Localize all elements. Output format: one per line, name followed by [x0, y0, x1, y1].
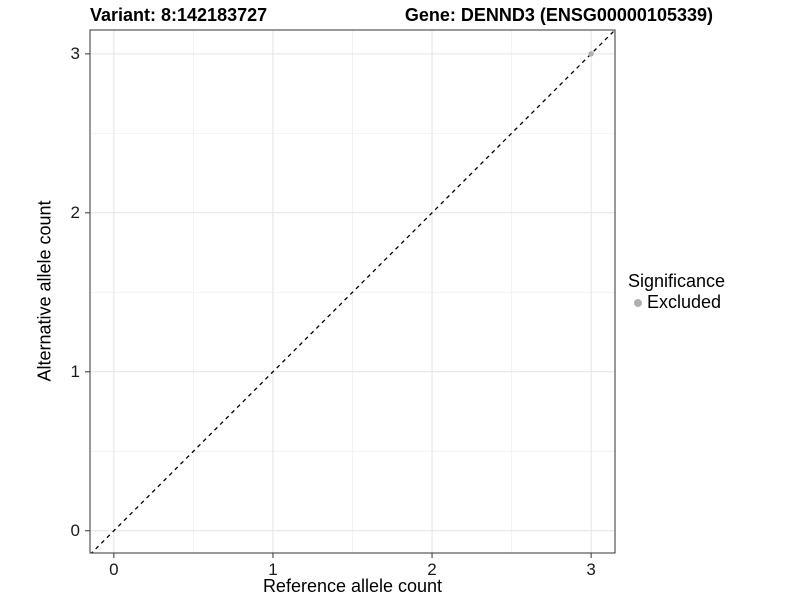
identity-reference-line [90, 30, 615, 553]
data-point-excluded [588, 51, 594, 57]
panel-border [89, 29, 616, 554]
x-tick-label: 1 [268, 560, 278, 579]
y-axis-label: Alternative allele count [34, 200, 55, 382]
legend-entry: Excluded [628, 292, 725, 313]
gene-title: Gene: DENND3 (ENSG00000105339) [404, 5, 713, 25]
legend-point-icon [634, 298, 642, 307]
y-tick-label: 1 [70, 361, 80, 381]
x-tick-label: 0 [109, 560, 119, 579]
y-tick-label: 3 [70, 43, 80, 63]
x-tick-label: 3 [586, 560, 596, 579]
y-tick-label: 0 [70, 520, 80, 540]
legend-entries: Excluded [628, 292, 725, 313]
x-axis-label: Reference allele count [262, 576, 443, 596]
legend-entry-label: Excluded [647, 292, 722, 312]
legend: Significance Excluded [628, 271, 725, 313]
variant-title: Variant: 8:142183727 [90, 5, 268, 25]
legend-title: Significance [628, 271, 726, 291]
y-tick-label: 2 [70, 202, 80, 222]
x-tick-label: 2 [427, 560, 437, 579]
